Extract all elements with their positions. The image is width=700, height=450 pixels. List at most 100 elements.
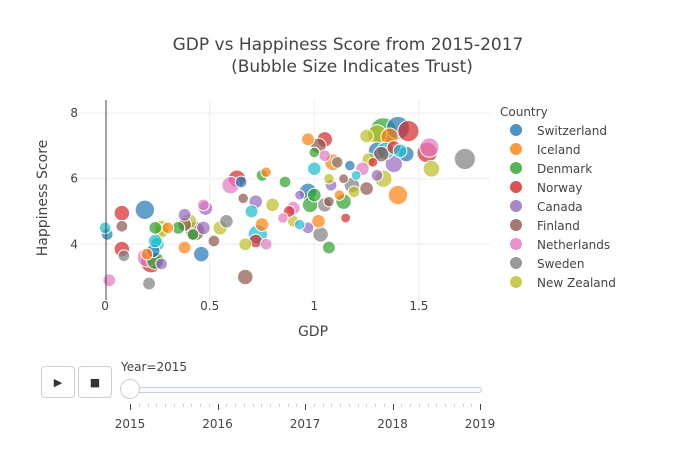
- bubble-new-zealand: [238, 237, 253, 252]
- bubble-iceland: [387, 184, 409, 206]
- bubble-new-zealand: [347, 185, 361, 199]
- slider-minor-tick: [462, 404, 464, 407]
- legend-title: Country: [500, 105, 548, 119]
- bubble-other: [244, 204, 259, 219]
- slider-minor-tick: [235, 404, 236, 407]
- bubble-norway: [340, 212, 352, 224]
- bubble-iceland: [177, 240, 192, 255]
- legend-marker: [510, 124, 522, 136]
- y-tick-label: 6: [70, 172, 78, 186]
- legend-item-label: Netherlands: [537, 238, 610, 252]
- bubble-denmark: [278, 175, 292, 189]
- bubble-canada: [294, 189, 306, 201]
- legend-item-label: Denmark: [537, 162, 592, 176]
- slider-tick: [217, 404, 219, 410]
- legend-marker: [510, 200, 522, 212]
- legend-item-label: Iceland: [537, 143, 580, 157]
- bubble-sweden: [142, 276, 156, 291]
- bubble-iceland: [311, 214, 326, 229]
- slider-minor-tick: [401, 404, 403, 407]
- x-tick-label: 0: [101, 299, 109, 313]
- slider-minor-tick: [453, 404, 455, 407]
- slider-current-label: Year=2015: [121, 360, 187, 374]
- bubble-iceland: [140, 247, 154, 261]
- legend-marker: [510, 276, 522, 288]
- legend-marker: [510, 257, 522, 269]
- x-tick-label: 0.5: [200, 299, 219, 313]
- bubble-switzerland: [234, 175, 248, 189]
- play-button[interactable]: ▶: [41, 366, 75, 398]
- slider-minor-tick: [427, 404, 429, 407]
- legend-item-label: Canada: [537, 200, 583, 214]
- legend-item-label: Switzerland: [537, 124, 607, 138]
- stop-button[interactable]: ■: [78, 366, 112, 398]
- bubble-other: [350, 170, 362, 181]
- slider-minor-tick: [278, 404, 280, 407]
- legend-item-label: Sweden: [537, 257, 584, 271]
- year-slider-handle[interactable]: [120, 379, 140, 399]
- bubble-canada: [177, 207, 192, 222]
- bubble-denmark: [186, 228, 200, 241]
- bubble-denmark: [308, 146, 321, 159]
- slider-minor-tick: [138, 404, 140, 407]
- bubble-new-zealand: [422, 160, 441, 178]
- slider-minor-tick: [357, 404, 359, 407]
- bubble-denmark: [148, 220, 163, 235]
- slider-minor-tick: [410, 404, 411, 407]
- bubble-canada: [370, 169, 384, 182]
- y-tick-labels: 4 6 8: [70, 106, 78, 251]
- slider-minor-tick: [296, 404, 298, 407]
- slider-minor-tick: [173, 404, 175, 407]
- bubble-netherlands: [259, 237, 273, 251]
- slider-step-label: 2017: [289, 417, 321, 431]
- slider-minor-tick: [436, 404, 438, 407]
- slider-minor-tick: [366, 404, 368, 407]
- slider-step-label: 2018: [377, 417, 408, 431]
- slider-minor-tick: [226, 404, 228, 407]
- slider-minor-tick: [322, 404, 324, 407]
- bubble-denmark: [306, 187, 322, 203]
- slider-tick: [305, 404, 306, 410]
- bubble-netherlands: [419, 137, 440, 158]
- bubble-other: [392, 143, 408, 159]
- slider-tick: [480, 404, 481, 410]
- bubble-switzerland: [134, 199, 155, 220]
- slider-minor-tick: [156, 404, 158, 407]
- bubble-finland: [359, 181, 374, 196]
- legend-marker: [510, 181, 522, 193]
- bubble-finland: [237, 192, 249, 205]
- bubble-canada: [384, 154, 403, 174]
- bubble-norway: [367, 156, 379, 168]
- slider-minor-tick: [340, 404, 341, 407]
- bubble-finland: [372, 145, 390, 163]
- bubble-other: [148, 233, 163, 249]
- y-tick-label: 8: [70, 106, 78, 120]
- slider-minor-tick: [243, 404, 245, 407]
- bubble-finland: [338, 173, 349, 185]
- legend-marker: [510, 219, 522, 231]
- legend-item-label: New Zealand: [537, 276, 616, 290]
- slider-minor-tick: [383, 404, 385, 407]
- legend-item-label: Norway: [537, 181, 583, 195]
- bubble-sweden: [219, 214, 234, 229]
- bubble-netherlands: [102, 273, 117, 288]
- bubble-canada: [196, 220, 211, 236]
- slider-minor-tick: [313, 404, 315, 407]
- slider-minor-tick: [270, 404, 271, 407]
- bubble-iceland: [254, 217, 270, 232]
- bubble-netherlands: [318, 149, 332, 163]
- slider-minor-tick: [375, 404, 376, 407]
- chart-title: GDP vs Happiness Score from 2015-2017: [173, 35, 524, 55]
- legend-marker: [510, 162, 522, 174]
- slider-minor-tick: [200, 404, 201, 407]
- bubble-iceland: [161, 221, 175, 235]
- slider-minor-tick: [348, 404, 350, 407]
- bubble-sweden: [117, 249, 131, 263]
- year-slider-track[interactable]: [120, 387, 482, 393]
- y-tick-label: 4: [70, 237, 78, 251]
- legend-marker: [510, 143, 522, 155]
- bubble-iceland: [333, 189, 346, 201]
- bubble-finland: [207, 234, 221, 248]
- bubble-sweden: [330, 155, 344, 169]
